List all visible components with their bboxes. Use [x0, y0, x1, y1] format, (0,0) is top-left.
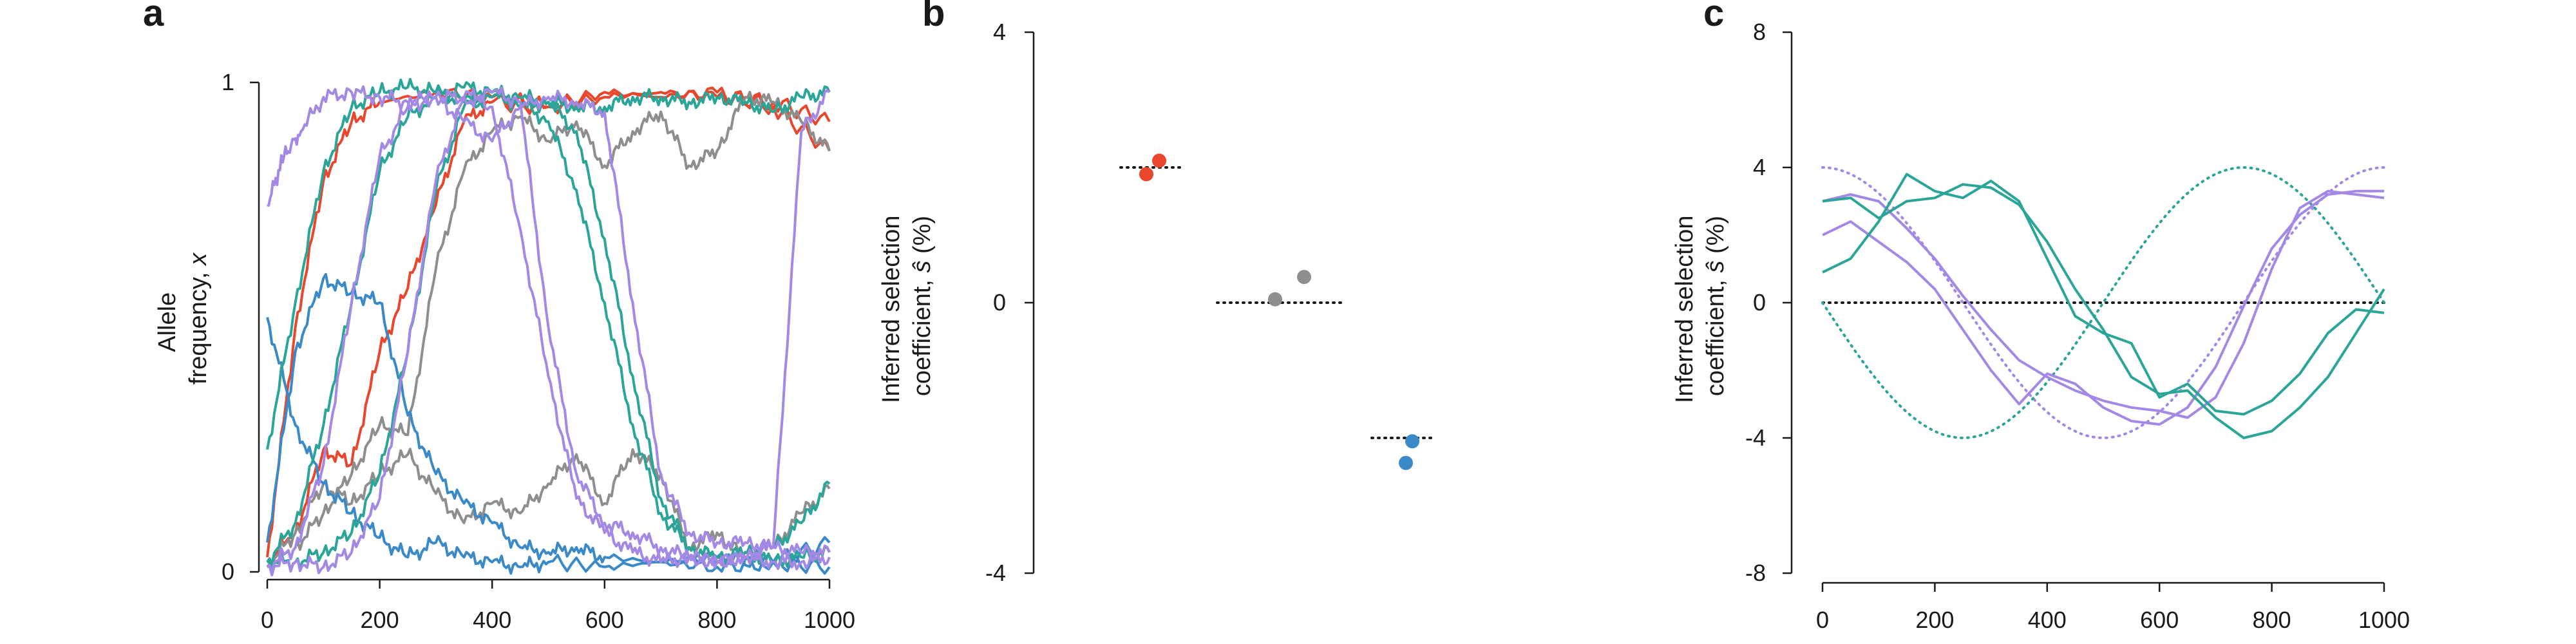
panel-b-point-gray-3 [1297, 270, 1311, 285]
panel-c-y-tick-label: 4 [1753, 154, 1766, 180]
panel-c-x-tick-label: 400 [2028, 607, 2067, 633]
panel-a-trajectory-gray-2 [266, 91, 831, 574]
panel-b-y-tick-label: -4 [985, 560, 1006, 586]
panel-c-x-tick-label: 1000 [2358, 607, 2410, 633]
panel-a-trajectory-gray-3 [266, 448, 831, 572]
panel-a-trajectory-teal-8 [267, 90, 831, 573]
panel-a-x-tick-label: 600 [585, 607, 624, 633]
panel-a-x-tick-label: 200 [361, 607, 399, 633]
panel-c-x-tick-label: 800 [2253, 607, 2291, 633]
panel-b: b Inferred selection coefficient, ŝ (%) … [878, 0, 1437, 586]
panel-c-y-tick-label: 8 [1753, 19, 1766, 45]
panel-b-y-ticks: 4 0 -4 [985, 19, 1034, 586]
panel-a-x-tick-label: 400 [473, 607, 511, 633]
panel-b-label: b [922, 0, 945, 34]
panel-c-x-tick-label: 200 [1915, 607, 1954, 633]
panel-c-y-tick-label: -8 [1745, 560, 1766, 586]
panel-a-y-label-line2: frequency, [185, 265, 212, 384]
panel-b-y-tick-label: 4 [993, 19, 1006, 45]
panel-b-point-blue-5 [1405, 434, 1419, 449]
panel-c-inferred-curve-teal-3 [1822, 183, 2385, 439]
panel-a: a Allele frequency, x 01 0 200 400 600 800 10… [143, 0, 855, 633]
panel-a-series [266, 77, 831, 576]
panel-c-label: c [1703, 0, 1724, 34]
panel-a-x-ticks: 0 200 400 600 800 1000 [261, 580, 855, 633]
panel-b-y-label-line1: Inferred selection [878, 216, 905, 404]
panel-c-y-label-line1: Inferred selection [1671, 216, 1698, 404]
panel-c-series [1822, 173, 2385, 439]
panel-a-y-tick-label: 0 [222, 558, 234, 585]
panel-c-y-label: Inferred selection coefficient, ŝ (%) [1671, 209, 1729, 403]
panel-a-y-label-line1: Allele [154, 292, 181, 352]
panel-c-y-label-line2: coefficient, [1702, 273, 1729, 397]
panel-b-y-tick-label: 0 [993, 289, 1006, 316]
panel-a-y-label-var: x [185, 252, 212, 267]
panel-c-y-label-unit: (%) [1702, 216, 1729, 261]
panel-a-x-tick-label: 0 [261, 607, 274, 633]
panel-b-y-label-var: ŝ [909, 261, 936, 273]
panel-c-y-label-var: ŝ [1702, 261, 1729, 273]
panel-c-true-curves [1821, 166, 2385, 440]
panel-a-trajectory-purple-10 [266, 90, 831, 574]
panel-b-y-label: Inferred selection coefficient, ŝ (%) [878, 209, 936, 403]
panel-c: c Inferred selection coefficient, ŝ (%) … [1671, 0, 2410, 633]
panel-c-x-tick-label: 0 [1816, 607, 1829, 633]
panel-c-y-tick-label: 0 [1753, 289, 1766, 316]
panel-a-trajectory-purple-11 [267, 86, 831, 576]
panel-a-x-tick-label: 800 [697, 607, 736, 633]
panel-c-x-tick-label: 600 [2140, 607, 2179, 633]
panel-c-inferred-curve-purple-0 [1822, 189, 2385, 419]
panel-a-x-tick-label: 1000 [804, 607, 855, 633]
panel-a-label: a [143, 0, 164, 34]
panel-b-point-gray-2 [1268, 292, 1282, 307]
panel-b-point-blue-4 [1399, 455, 1413, 470]
panel-b-point-red-1 [1152, 153, 1166, 168]
panel-c-true-curve-teal [1821, 166, 2385, 440]
panel-b-y-label-unit: (%) [909, 216, 936, 261]
panel-b-reference-lines [1119, 166, 1437, 439]
panel-a-trajectory-purple-9 [267, 85, 831, 571]
panel-b-y-label-line2: coefficient, [909, 273, 936, 397]
panel-c-x-ticks: 0 200 400 600 800 1000 [1816, 583, 2410, 633]
panel-b-point-red-0 [1139, 167, 1153, 182]
panel-a-y-ticks: 01 [222, 69, 259, 585]
panel-a-trajectory-blue-4 [266, 317, 831, 575]
panel-b-points [1139, 153, 1419, 470]
panel-c-y-ticks: 8 4 0 -4 -8 [1745, 19, 1792, 586]
panel-c-inferred-curve-teal-2 [1822, 173, 2385, 416]
panel-c-inferred-curve-purple-1 [1822, 189, 2384, 426]
panel-a-y-tick-label: 1 [222, 69, 234, 95]
panel-a-y-label: Allele frequency, x [154, 252, 212, 384]
panel-c-y-tick-label: -4 [1745, 424, 1766, 451]
